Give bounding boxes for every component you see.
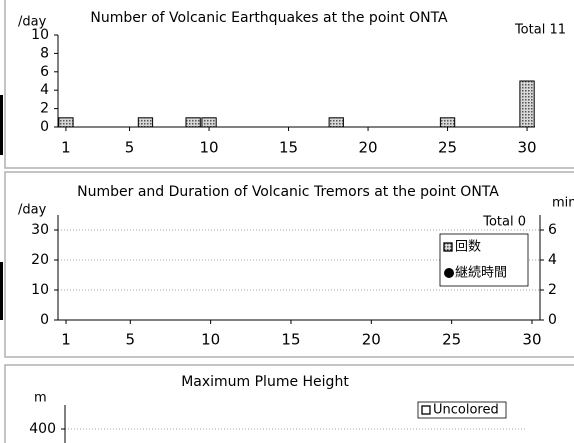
- total-label: Total 0: [482, 215, 526, 230]
- y2-tick-label: 6: [548, 222, 557, 238]
- x-tick-label: 10: [200, 139, 219, 157]
- x-tick-label: 25: [442, 331, 461, 349]
- y-tick-label: 6: [40, 64, 49, 80]
- chart-title: Number and Duration of Volcanic Tremors …: [77, 184, 499, 200]
- legend-label: 回数: [455, 240, 481, 255]
- y-axis-label: /day: [18, 203, 47, 218]
- legend-box: [439, 233, 529, 287]
- x-tick-label: 1: [61, 331, 71, 349]
- legend-label: Uncolored: [433, 403, 499, 418]
- y-tick-label: 10: [31, 282, 49, 298]
- bar: [201, 117, 217, 128]
- y2-tick-label: 2: [548, 282, 557, 298]
- x-tick-label: 15: [279, 139, 298, 157]
- total-label: Total 11: [514, 23, 566, 38]
- legend-symbol: [421, 405, 431, 415]
- y-tick-label: 0: [40, 312, 49, 328]
- y-tick-label: 10: [31, 27, 49, 43]
- y-axis-label: /day: [18, 15, 47, 30]
- y-tick-label: 400: [29, 421, 56, 437]
- x-tick-label: 25: [438, 139, 457, 157]
- legend-box: [417, 401, 507, 419]
- legend-label: 継続時間: [455, 266, 507, 281]
- panel: [4, 171, 574, 358]
- bar: [185, 117, 201, 128]
- bar: [439, 117, 456, 128]
- legend-symbol: [444, 268, 454, 278]
- x-tick-label: 10: [201, 331, 220, 349]
- panel: [4, 0, 574, 169]
- y2-axis-label: min: [552, 196, 574, 211]
- x-tick-label: 15: [281, 331, 300, 349]
- x-tick-label: 5: [126, 331, 136, 349]
- bar: [58, 117, 74, 128]
- x-tick-label: 30: [518, 139, 537, 157]
- y-tick-label: 0: [40, 119, 49, 135]
- y-tick-label: 4: [40, 82, 49, 98]
- chart-title: Number of Volcanic Earthquakes at the po…: [90, 10, 448, 26]
- x-tick-label: 1: [61, 139, 71, 157]
- legend-symbol: [443, 242, 453, 252]
- chart-title: Maximum Plume Height: [181, 374, 349, 390]
- y2-tick-label: 4: [548, 252, 557, 268]
- edge-mark: [0, 95, 3, 155]
- edge-mark: [0, 262, 3, 320]
- y-tick-label: 30: [31, 222, 49, 238]
- y-tick-label: 2: [40, 101, 49, 117]
- y-tick-label: 8: [40, 45, 49, 61]
- x-tick-label: 5: [125, 139, 135, 157]
- x-tick-label: 30: [522, 331, 541, 349]
- x-tick-label: 20: [362, 331, 381, 349]
- panel: [4, 364, 574, 443]
- bar: [137, 117, 154, 128]
- y-tick-label: 20: [31, 252, 49, 268]
- x-tick-label: 20: [359, 139, 378, 157]
- y-axis-label: m: [34, 391, 47, 406]
- y2-tick-label: 0: [548, 312, 557, 328]
- bar: [519, 80, 535, 128]
- bar: [328, 117, 344, 128]
